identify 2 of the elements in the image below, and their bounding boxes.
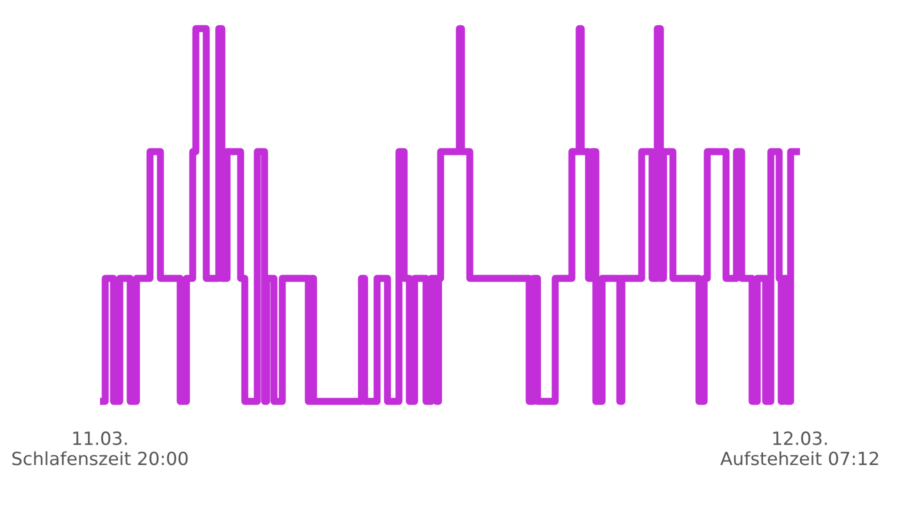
x-tick-label: 11.03. Schlafenszeit 20:00 [12, 431, 188, 466]
x-tick-label: 12.03. Aufstehzeit 07:12 [720, 431, 878, 466]
